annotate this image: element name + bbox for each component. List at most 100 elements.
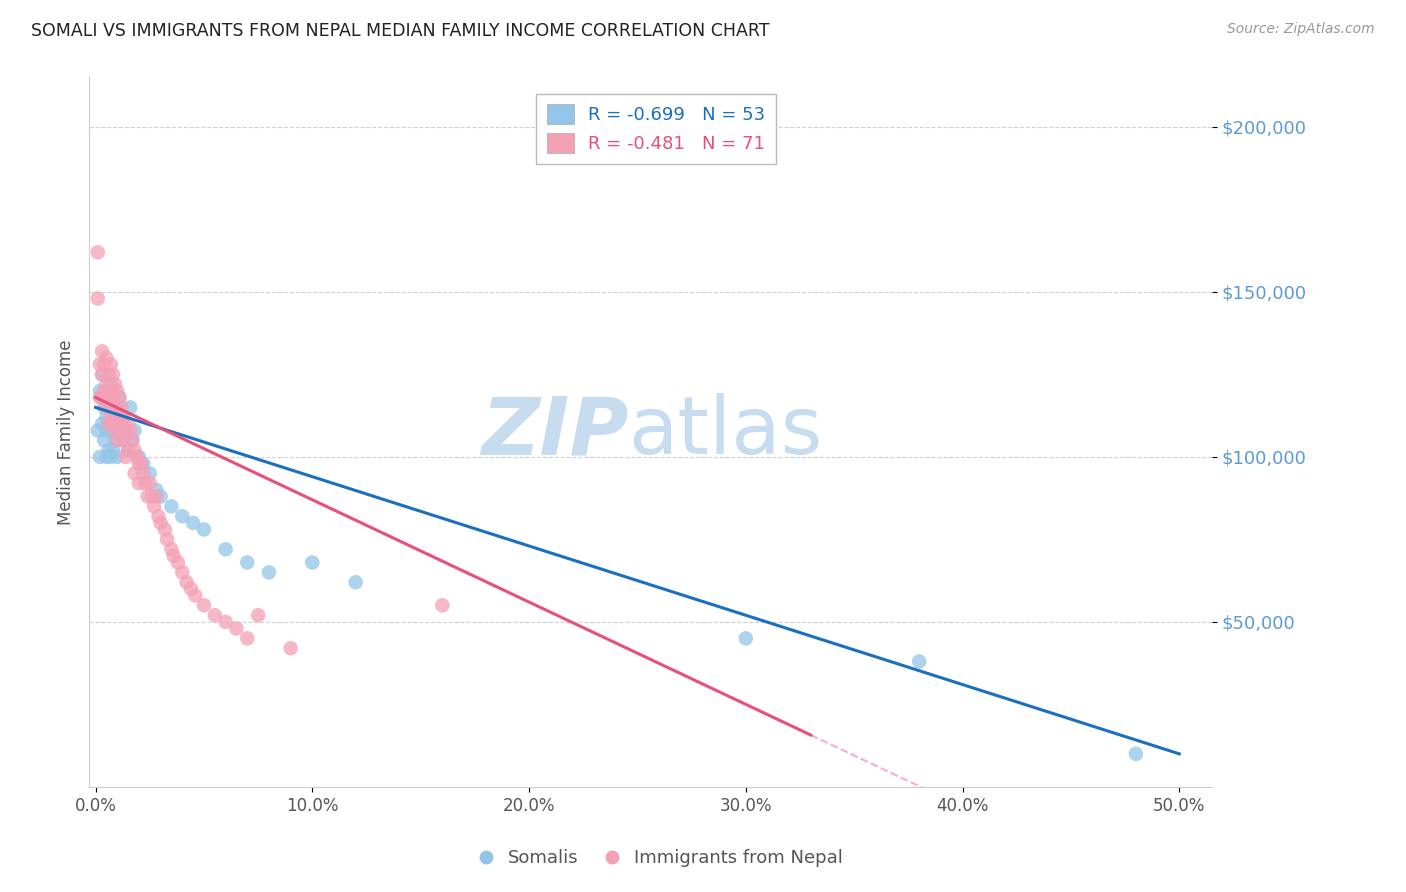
Point xyxy=(91,391,114,405)
Point xyxy=(112,434,135,448)
Point xyxy=(141,490,163,504)
Point xyxy=(180,582,202,596)
Point xyxy=(120,424,142,438)
Point xyxy=(96,351,118,365)
Point xyxy=(91,391,114,405)
Point xyxy=(91,417,114,431)
Point xyxy=(97,417,120,431)
Point xyxy=(87,424,110,438)
Point xyxy=(148,509,170,524)
Point xyxy=(100,410,122,425)
Point xyxy=(117,443,139,458)
Point xyxy=(97,417,120,431)
Point xyxy=(105,401,128,415)
Point xyxy=(89,384,111,398)
Point xyxy=(91,368,114,382)
Point xyxy=(117,443,139,458)
Point xyxy=(124,443,146,458)
Point xyxy=(153,523,176,537)
Point xyxy=(172,566,194,580)
Point xyxy=(108,417,131,431)
Point xyxy=(105,410,128,425)
Point xyxy=(96,424,118,438)
Point xyxy=(110,424,132,438)
Point xyxy=(104,424,127,438)
Point xyxy=(108,391,131,405)
Point xyxy=(91,368,114,382)
Point xyxy=(104,401,127,415)
Point xyxy=(432,599,454,613)
Point xyxy=(128,450,150,464)
Point xyxy=(115,450,138,464)
Point xyxy=(247,608,270,623)
Point xyxy=(100,384,122,398)
Point xyxy=(101,391,124,405)
Point xyxy=(87,245,110,260)
Point xyxy=(96,384,118,398)
Point xyxy=(104,377,127,392)
Point xyxy=(214,542,236,557)
Point xyxy=(124,424,146,438)
Point xyxy=(214,615,236,629)
Text: SOMALI VS IMMIGRANTS FROM NEPAL MEDIAN FAMILY INCOME CORRELATION CHART: SOMALI VS IMMIGRANTS FROM NEPAL MEDIAN F… xyxy=(31,22,769,40)
Point xyxy=(176,575,198,590)
Point xyxy=(160,542,183,557)
Point xyxy=(100,424,122,438)
Point xyxy=(105,434,128,448)
Point xyxy=(132,467,155,481)
Point xyxy=(139,476,162,491)
Legend: R = -0.699   N = 53, R = -0.481   N = 71: R = -0.699 N = 53, R = -0.481 N = 71 xyxy=(536,94,776,164)
Point xyxy=(112,410,135,425)
Text: atlas: atlas xyxy=(628,393,823,471)
Point xyxy=(204,608,226,623)
Point xyxy=(105,450,128,464)
Point xyxy=(108,424,131,438)
Point xyxy=(101,417,124,431)
Point xyxy=(128,457,150,471)
Point xyxy=(96,450,118,464)
Point xyxy=(280,641,302,656)
Text: Source: ZipAtlas.com: Source: ZipAtlas.com xyxy=(1227,22,1375,37)
Point xyxy=(143,500,166,514)
Point xyxy=(121,434,143,448)
Point xyxy=(149,516,172,530)
Point xyxy=(132,457,155,471)
Point xyxy=(136,490,159,504)
Point xyxy=(145,490,167,504)
Point xyxy=(115,424,138,438)
Point xyxy=(149,490,172,504)
Point xyxy=(96,410,118,425)
Point xyxy=(87,292,110,306)
Point xyxy=(193,523,215,537)
Point xyxy=(160,500,183,514)
Point xyxy=(156,533,179,547)
Point xyxy=(112,434,135,448)
Point xyxy=(100,401,122,415)
Point xyxy=(101,368,124,382)
Point xyxy=(117,417,139,431)
Point xyxy=(110,410,132,425)
Point xyxy=(257,566,280,580)
Point xyxy=(734,632,756,646)
Point xyxy=(104,410,127,425)
Point xyxy=(110,401,132,415)
Point xyxy=(344,575,367,590)
Point xyxy=(96,377,118,392)
Text: ZIP: ZIP xyxy=(481,393,628,471)
Point xyxy=(184,589,207,603)
Point xyxy=(120,401,142,415)
Point xyxy=(101,391,124,405)
Point xyxy=(1125,747,1147,761)
Point xyxy=(100,377,122,392)
Point xyxy=(162,549,184,563)
Point xyxy=(108,391,131,405)
Point xyxy=(172,509,194,524)
Point xyxy=(100,358,122,372)
Point xyxy=(167,556,190,570)
Point xyxy=(134,476,156,491)
Point xyxy=(225,622,247,636)
Point xyxy=(97,443,120,458)
Point xyxy=(124,467,146,481)
Point xyxy=(97,391,120,405)
Point xyxy=(236,632,259,646)
